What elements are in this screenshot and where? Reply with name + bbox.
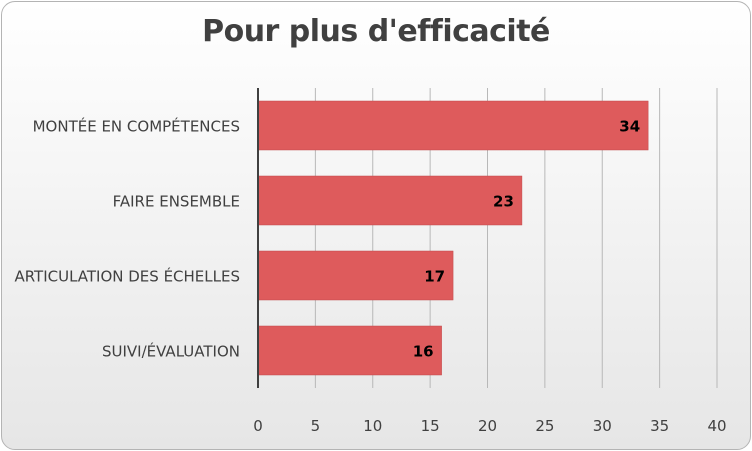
- x-tick-label-8: 40: [707, 417, 726, 435]
- bar-2: [257, 250, 454, 301]
- chart-title: Pour plus d'efficacité: [202, 14, 550, 49]
- x-tick-label-7: 35: [650, 417, 669, 435]
- category-label-3: SUIVI/ÉVALUATION: [102, 342, 240, 361]
- bar-0: [257, 100, 649, 151]
- x-tick-label-6: 30: [593, 417, 612, 435]
- category-label-1: FAIRE ENSEMBLE: [113, 193, 240, 211]
- category-label-2: ARTICULATION DES ÉCHELLES: [14, 267, 240, 286]
- x-tick-label-3: 15: [421, 417, 440, 435]
- x-tick-label-1: 5: [311, 417, 321, 435]
- data-label-2: 17: [424, 268, 445, 286]
- x-tick-label-4: 20: [478, 417, 497, 435]
- x-tick-label-5: 25: [535, 417, 554, 435]
- data-label-0: 34: [619, 118, 640, 136]
- x-tick-label-0: 0: [253, 417, 263, 435]
- data-label-1: 23: [493, 193, 514, 211]
- data-label-3: 16: [413, 343, 434, 361]
- x-tick-label-2: 10: [363, 417, 382, 435]
- bar-1: [257, 175, 523, 226]
- category-label-0: MONTÉE EN COMPÉTENCES: [33, 117, 240, 136]
